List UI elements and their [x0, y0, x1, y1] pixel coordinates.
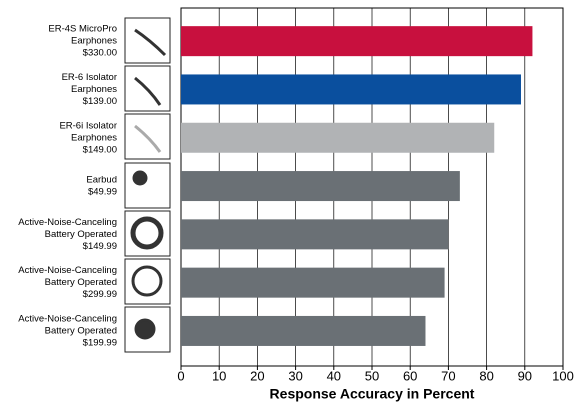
icon	[132, 170, 148, 186]
category-label: Battery Operated	[45, 229, 117, 240]
category-label: Earbud	[86, 175, 117, 186]
category-label: Battery Operated	[45, 325, 117, 336]
category-label: $199.99	[83, 337, 117, 348]
icon	[131, 265, 163, 297]
x-tick-label: 20	[250, 368, 264, 383]
icon	[134, 124, 162, 153]
category-label: Earphones	[71, 84, 117, 95]
x-tick-label: 40	[327, 368, 341, 383]
category-label: $330.00	[83, 48, 117, 59]
x-axis-title: Response Accuracy in Percent	[270, 386, 475, 402]
bar	[181, 171, 460, 202]
category-label: Battery Operated	[45, 277, 117, 288]
x-tick-label: 70	[441, 368, 455, 383]
bar	[181, 219, 449, 250]
bar	[181, 122, 495, 153]
icon	[134, 28, 167, 57]
icon	[130, 216, 164, 250]
icon	[134, 76, 162, 106]
x-tick-label: 50	[365, 368, 379, 383]
category-label: Earphones	[71, 132, 117, 143]
product-icons	[130, 28, 167, 340]
product-images	[124, 17, 171, 353]
category-label: ER-6i Isolator	[59, 120, 117, 131]
category-label: $139.00	[83, 96, 117, 107]
bar	[181, 26, 533, 57]
bar	[181, 74, 521, 105]
x-tick-label: 80	[479, 368, 493, 383]
category-label: Active-Noise-Canceling	[18, 217, 117, 228]
category-label: $149.00	[83, 144, 117, 155]
category-label: $149.99	[83, 241, 117, 252]
x-tick-label: 10	[212, 368, 226, 383]
product-image	[124, 162, 171, 209]
category-label: $49.99	[88, 187, 117, 198]
x-tick-label: 60	[403, 368, 417, 383]
bar	[181, 267, 445, 298]
icon	[134, 318, 156, 340]
category-label: Active-Noise-Canceling	[18, 265, 117, 276]
category-label: ER-6 Isolator	[62, 72, 117, 83]
x-tick-label: 100	[552, 368, 574, 383]
category-label: ER-4S MicroPro	[48, 24, 117, 35]
x-tick-label: 30	[288, 368, 302, 383]
x-tick-label: 0	[177, 368, 184, 383]
category-label: $299.99	[83, 289, 117, 300]
category-label: Earphones	[71, 36, 117, 47]
category-label: Active-Noise-Canceling	[18, 313, 117, 324]
bar	[181, 315, 426, 346]
x-tick-label: 90	[518, 368, 532, 383]
